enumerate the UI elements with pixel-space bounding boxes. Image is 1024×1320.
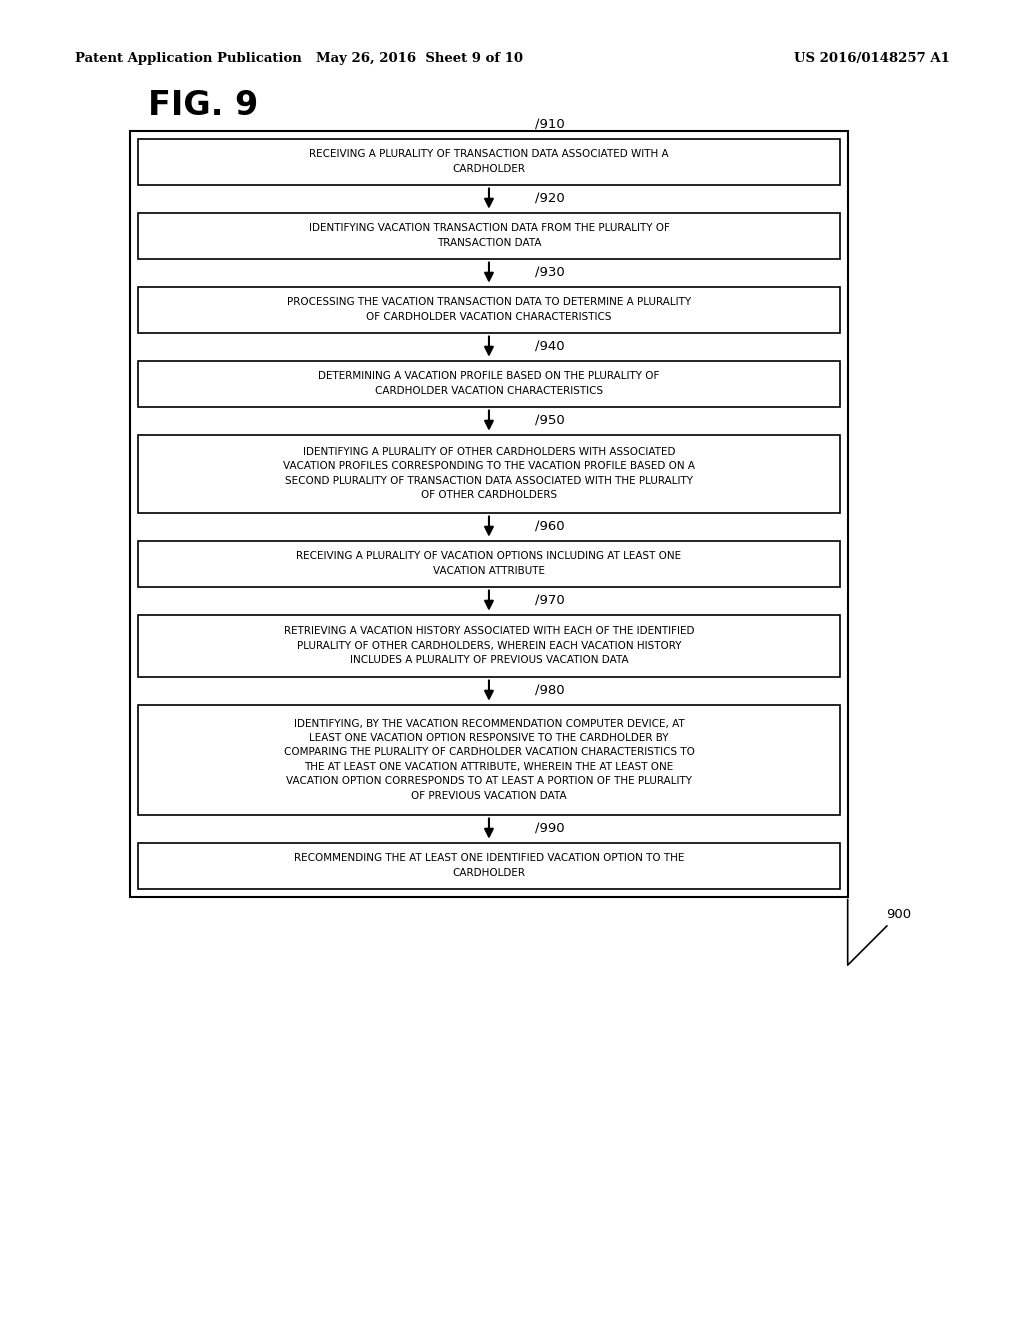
Text: ∕940: ∕940 <box>535 339 564 352</box>
Text: IDENTIFYING, BY THE VACATION RECOMMENDATION COMPUTER DEVICE, AT
LEAST ONE VACATI: IDENTIFYING, BY THE VACATION RECOMMENDAT… <box>284 718 694 801</box>
Text: Patent Application Publication: Patent Application Publication <box>75 51 302 65</box>
Text: FIG. 9: FIG. 9 <box>148 88 258 121</box>
Bar <box>138 286 840 333</box>
Text: RETRIEVING A VACATION HISTORY ASSOCIATED WITH EACH OF THE IDENTIFIED
PLURALITY O: RETRIEVING A VACATION HISTORY ASSOCIATED… <box>284 626 694 665</box>
Text: DETERMINING A VACATION PROFILE BASED ON THE PLURALITY OF
CARDHOLDER VACATION CHA: DETERMINING A VACATION PROFILE BASED ON … <box>318 371 659 396</box>
Text: ∕950: ∕950 <box>535 413 564 426</box>
Text: US 2016/0148257 A1: US 2016/0148257 A1 <box>795 51 950 65</box>
Text: ∕990: ∕990 <box>535 821 564 834</box>
Text: IDENTIFYING A PLURALITY OF OTHER CARDHOLDERS WITH ASSOCIATED
VACATION PROFILES C: IDENTIFYING A PLURALITY OF OTHER CARDHOL… <box>283 447 695 500</box>
Text: IDENTIFYING VACATION TRANSACTION DATA FROM THE PLURALITY OF
TRANSACTION DATA: IDENTIFYING VACATION TRANSACTION DATA FR… <box>308 223 670 248</box>
Text: ∕930: ∕930 <box>535 265 564 279</box>
Bar <box>138 615 840 677</box>
Bar <box>130 131 848 896</box>
Text: May 26, 2016  Sheet 9 of 10: May 26, 2016 Sheet 9 of 10 <box>316 51 523 65</box>
Text: RECOMMENDING THE AT LEAST ONE IDENTIFIED VACATION OPTION TO THE
CARDHOLDER: RECOMMENDING THE AT LEAST ONE IDENTIFIED… <box>294 854 684 878</box>
Bar <box>138 213 840 259</box>
Text: ∕920: ∕920 <box>535 191 564 205</box>
Bar <box>138 139 840 185</box>
Bar <box>138 541 840 586</box>
Text: RECEIVING A PLURALITY OF VACATION OPTIONS INCLUDING AT LEAST ONE
VACATION ATTRIB: RECEIVING A PLURALITY OF VACATION OPTION… <box>296 552 682 576</box>
Text: RECEIVING A PLURALITY OF TRANSACTION DATA ASSOCIATED WITH A
CARDHOLDER: RECEIVING A PLURALITY OF TRANSACTION DAT… <box>309 149 669 174</box>
Text: ∕910: ∕910 <box>535 117 564 131</box>
Text: ∕980: ∕980 <box>535 684 564 697</box>
Bar <box>138 705 840 814</box>
Text: PROCESSING THE VACATION TRANSACTION DATA TO DETERMINE A PLURALITY
OF CARDHOLDER : PROCESSING THE VACATION TRANSACTION DATA… <box>287 297 691 322</box>
Bar <box>138 360 840 407</box>
Text: ∕970: ∕970 <box>535 594 564 607</box>
Text: 900: 900 <box>848 899 910 965</box>
Bar <box>138 434 840 512</box>
Text: ∕960: ∕960 <box>535 520 564 532</box>
Bar <box>138 842 840 888</box>
